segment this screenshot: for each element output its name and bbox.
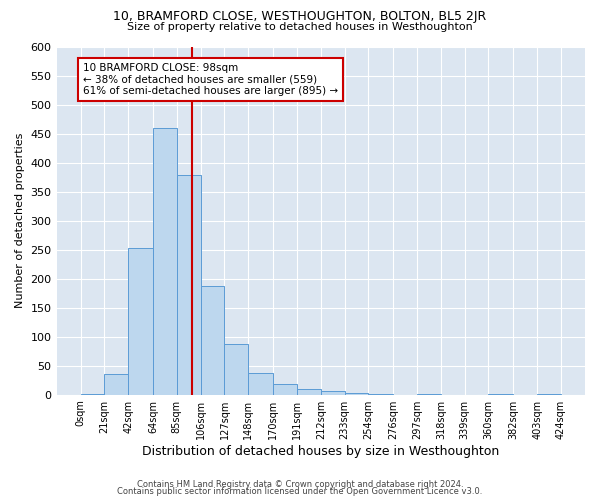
Bar: [344, 393, 368, 394]
Text: Contains public sector information licensed under the Open Government Licence v3: Contains public sector information licen…: [118, 487, 482, 496]
Bar: [321, 391, 344, 394]
X-axis label: Distribution of detached houses by size in Westhoughton: Distribution of detached houses by size …: [142, 444, 499, 458]
Text: Contains HM Land Registry data © Crown copyright and database right 2024.: Contains HM Land Registry data © Crown c…: [137, 480, 463, 489]
Text: 10, BRAMFORD CLOSE, WESTHOUGHTON, BOLTON, BL5 2JR: 10, BRAMFORD CLOSE, WESTHOUGHTON, BOLTON…: [113, 10, 487, 23]
Bar: [297, 389, 321, 394]
Bar: [248, 373, 273, 394]
Bar: [104, 374, 128, 394]
Bar: [128, 248, 153, 394]
Bar: [200, 286, 224, 395]
Text: 10 BRAMFORD CLOSE: 98sqm
← 38% of detached houses are smaller (559)
61% of semi-: 10 BRAMFORD CLOSE: 98sqm ← 38% of detach…: [83, 62, 338, 96]
Text: Size of property relative to detached houses in Westhoughton: Size of property relative to detached ho…: [127, 22, 473, 32]
Bar: [177, 176, 200, 394]
Bar: [224, 344, 248, 394]
Y-axis label: Number of detached properties: Number of detached properties: [15, 133, 25, 308]
Bar: [153, 128, 177, 394]
Bar: [273, 384, 297, 394]
